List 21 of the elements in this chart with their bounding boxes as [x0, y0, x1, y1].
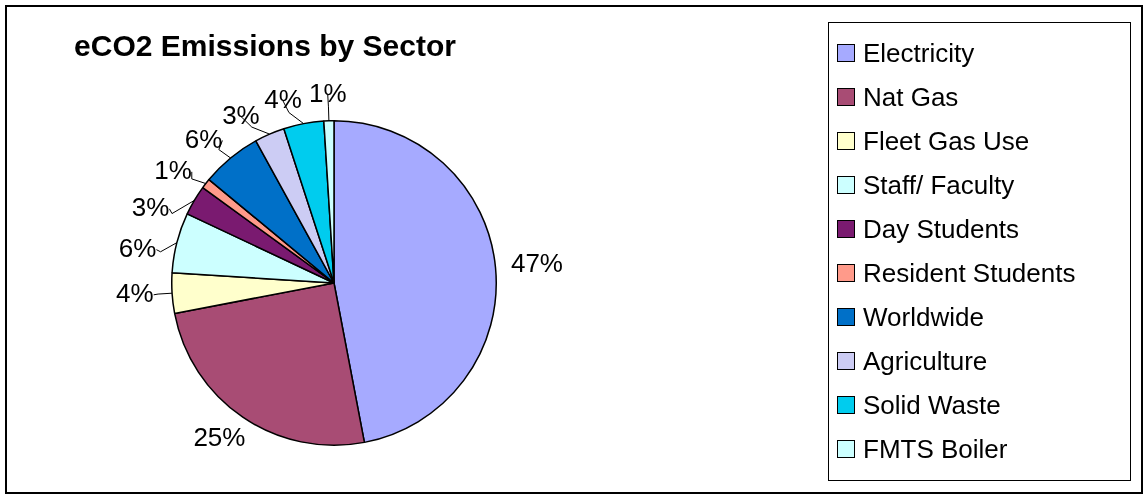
legend-label: Solid Waste [863, 389, 1001, 421]
data-label: 6% [184, 123, 223, 154]
data-label: 1% [308, 78, 347, 109]
data-label: 47% [510, 248, 563, 279]
chart-title: eCO2 Emissions by Sector [74, 29, 457, 63]
legend-label: Resident Students [863, 257, 1076, 289]
legend-label: Day Students [863, 213, 1020, 245]
legend-label: Worldwide [863, 301, 984, 333]
legend-label: Fleet Gas Use [863, 125, 1030, 157]
data-label: 4% [264, 84, 302, 115]
data-label: 3% [222, 99, 260, 130]
data-label: 25% [193, 421, 246, 452]
legend-label: Electricity [863, 37, 975, 69]
legend-label: Agriculture [863, 345, 988, 377]
legend-label: Staff/ Faculty [863, 169, 1015, 201]
data-label: 1% [154, 154, 192, 185]
legend-label: FMTS Boiler [863, 433, 1008, 465]
data-label: 4% [116, 277, 154, 308]
data-label: 3% [131, 192, 170, 223]
data-label: 6% [118, 232, 157, 263]
legend-label: Nat Gas [863, 81, 959, 113]
